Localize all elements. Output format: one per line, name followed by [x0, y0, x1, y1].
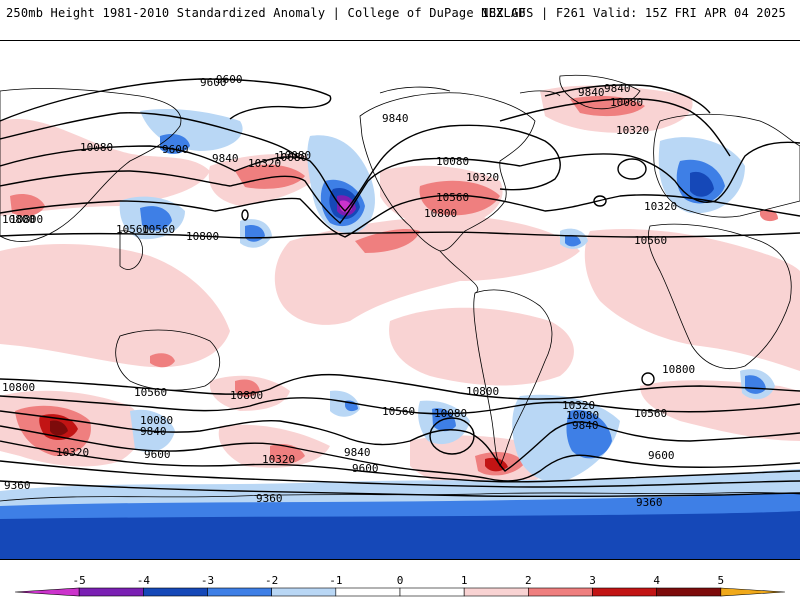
- colorbar-segment: [207, 587, 272, 597]
- colorbar-ticks: -5 -4 -3 -2 -1 0 1 2 3 4 5: [73, 574, 725, 587]
- contour-label: 10080: [80, 141, 113, 154]
- contour-label: 10080: [274, 151, 307, 164]
- contour-label: 10320: [56, 446, 89, 459]
- colorbar-segment: [271, 587, 337, 597]
- strong-positive-anomaly: [39, 414, 508, 472]
- contour-label: 9360: [636, 496, 663, 509]
- contour-label: 10080: [140, 414, 173, 427]
- contour-label: 10560: [634, 407, 667, 420]
- contour-label: 10800: [10, 213, 43, 226]
- contour-label: 10320: [562, 399, 595, 412]
- contour-label: 9840: [382, 112, 409, 125]
- contour-label: 10320: [262, 453, 295, 466]
- positive-anomaly-shading-2: [10, 95, 778, 476]
- contour-label: 10800: [2, 381, 35, 394]
- contour-label: 10560: [116, 223, 149, 236]
- colorbar-segment: [78, 587, 144, 597]
- colorbar-segment: [335, 587, 401, 597]
- contour-label: 10320: [616, 124, 649, 137]
- colorbar-segment: [463, 587, 529, 597]
- map-header: 250mb Height 1981-2010 Standardized Anom…: [0, 0, 800, 40]
- contour-label: 9600: [648, 449, 675, 462]
- colorbar-tick-label: -4: [137, 574, 151, 587]
- contour-label: 10560: [382, 405, 415, 418]
- contour-label: 10800: [424, 207, 457, 220]
- contour-label: 10560: [142, 223, 175, 236]
- map-canvas: 9600 9840 10080 10320 10560 10800 9840 1…: [0, 73, 800, 559]
- contour-label: 9360: [4, 479, 31, 492]
- contour-label: 10800: [2, 213, 35, 226]
- anomaly-map: 9600 9840 10080 10320 10560 10800 9840 1…: [0, 40, 800, 560]
- colorbar-segment: [528, 587, 593, 597]
- colorbar-arrow-high: [720, 587, 786, 597]
- contour-label: 10080: [566, 409, 599, 422]
- anomaly-colorbar: -5 -4 -3 -2 -1 0 1 2 3 4 5: [0, 570, 800, 600]
- contour-label: 10800: [662, 363, 695, 376]
- colorbar-tick-label: 3: [589, 574, 596, 587]
- contour-label: 10560: [436, 191, 469, 204]
- colorbar-segments: [14, 587, 786, 597]
- colorbar-tick-label: 0: [397, 574, 404, 587]
- contour-label: 9840: [212, 152, 239, 165]
- model-valid-time: 18Z GFS | F261 Valid: 15Z FRI APR 04 202…: [481, 6, 786, 20]
- contour-label: 10800: [466, 385, 499, 398]
- contour-label: 10080: [434, 407, 467, 420]
- contour-label: 9600: [216, 73, 243, 86]
- coastlines: [0, 74, 800, 502]
- colorbar-arrow-low: [14, 587, 80, 597]
- contour-label: 10560: [634, 234, 667, 247]
- colorbar-tick-label: -5: [73, 574, 86, 587]
- contour-label: 9600: [352, 462, 379, 475]
- contour-label: 10320: [466, 171, 499, 184]
- contour-label: 9600: [144, 448, 171, 461]
- colorbar-tick-label: 2: [525, 574, 532, 587]
- colorbar-segment: [399, 587, 465, 597]
- height-contours: [0, 78, 800, 498]
- contour-label: 10320: [248, 157, 281, 170]
- map-title: 250mb Height 1981-2010 Standardized Anom…: [6, 6, 526, 20]
- colorbar-tick-label: 1: [461, 574, 468, 587]
- contour-label: 9600: [200, 76, 227, 89]
- contour-label: 10560: [134, 386, 167, 399]
- contour-label: 10080: [610, 96, 643, 109]
- contour-label: 10080: [278, 149, 311, 162]
- colorbar-tick-label: 5: [718, 574, 725, 587]
- contour-label: 10800: [230, 389, 263, 402]
- contour-label: 9840: [140, 425, 167, 438]
- contour-labels: 9600 9840 10080 10320 10560 10800 9840 1…: [2, 73, 695, 509]
- contour-label: 9840: [344, 446, 371, 459]
- contour-label: 10320: [644, 200, 677, 213]
- colorbar-tick-label: 4: [653, 574, 660, 587]
- colorbar-svg: -5 -4 -3 -2 -1 0 1 2 3 4 5: [14, 574, 786, 597]
- contour-label: 10800: [186, 230, 219, 243]
- colorbar-segment: [656, 587, 722, 597]
- colorbar-segment: [143, 587, 208, 597]
- contour-label: 9360: [256, 492, 283, 505]
- contour-label: 9840: [604, 82, 631, 95]
- colorbar-tick-label: -2: [265, 574, 278, 587]
- colorbar-tick-label: -3: [201, 574, 214, 587]
- colorbar-segment: [592, 587, 657, 597]
- contour-label: 9840: [572, 419, 599, 432]
- contour-label: 9600: [162, 143, 189, 156]
- contour-label: 9840: [578, 86, 605, 99]
- colorbar-tick-label: -1: [329, 574, 342, 587]
- contour-label: 10080: [436, 155, 469, 168]
